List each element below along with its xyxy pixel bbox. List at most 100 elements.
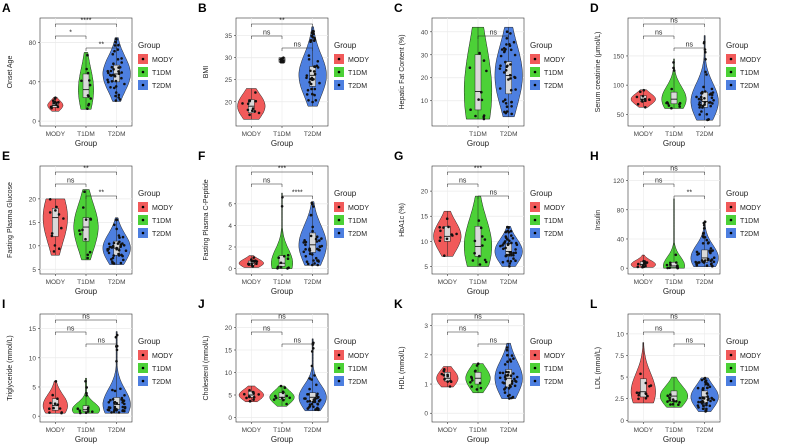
- data-point: [119, 244, 122, 248]
- data-point: [320, 237, 323, 240]
- data-point: [509, 253, 513, 257]
- data-point: [667, 104, 671, 107]
- data-point: [310, 378, 313, 381]
- y-axis-label: Cholesterol (mmol/L): [203, 336, 210, 401]
- data-point: [470, 375, 473, 379]
- data-point: [280, 396, 284, 400]
- data-point: [114, 40, 117, 44]
- data-point: [316, 60, 320, 63]
- data-point: [302, 241, 306, 244]
- data-point: [504, 60, 507, 64]
- data-point: [88, 83, 92, 87]
- data-point: [503, 240, 507, 243]
- data-point: [505, 348, 509, 352]
- significance-label: ns: [294, 42, 302, 49]
- data-point: [106, 78, 109, 82]
- y-tick-label: 3: [424, 323, 428, 330]
- data-point: [677, 403, 680, 407]
- y-axis-label: Fasting Plasma Glucose: [7, 182, 14, 258]
- data-point: [668, 266, 671, 270]
- data-point: [440, 372, 444, 376]
- data-point: [643, 97, 647, 101]
- data-point: [116, 58, 120, 61]
- data-point: [475, 364, 479, 367]
- data-point: [672, 61, 675, 64]
- data-point: [48, 407, 51, 411]
- data-point: [698, 396, 702, 400]
- legend-dot: [337, 353, 341, 357]
- legend-label: T2DM: [348, 231, 367, 238]
- data-point: [442, 226, 445, 229]
- significance-label: ns: [490, 338, 498, 345]
- legend-dot: [337, 70, 341, 74]
- significance-label: ns: [459, 178, 467, 185]
- data-point: [86, 253, 90, 257]
- panel-letter: H: [590, 149, 599, 163]
- data-point: [314, 99, 318, 102]
- data-point: [250, 260, 254, 263]
- data-point: [510, 100, 513, 104]
- data-point: [701, 104, 705, 108]
- data-point: [285, 402, 288, 406]
- data-point: [254, 99, 258, 103]
- data-point: [248, 100, 251, 103]
- data-point: [109, 398, 112, 402]
- data-point: [709, 101, 712, 104]
- data-point: [499, 244, 502, 248]
- data-point: [304, 243, 307, 247]
- x-axis-label: Group: [271, 139, 294, 148]
- data-point: [678, 103, 681, 106]
- data-point: [315, 383, 318, 387]
- data-point: [252, 392, 255, 395]
- data-point: [309, 213, 313, 217]
- data-point: [509, 229, 513, 233]
- data-point: [88, 250, 92, 254]
- legend-label: MODY: [348, 205, 369, 212]
- significance-bracket: [477, 343, 509, 347]
- data-point: [115, 218, 119, 221]
- panel-c: C 10 20 30 40 T1DM T2DM ns Group Hepatic Fat Cont…: [394, 1, 565, 148]
- significance-bracket: [643, 171, 705, 175]
- data-point: [709, 259, 713, 263]
- legend-title: Group: [138, 337, 161, 346]
- legend-title: Group: [334, 189, 357, 198]
- data-point: [279, 384, 283, 388]
- data-point: [251, 107, 255, 110]
- data-point: [705, 238, 709, 242]
- legend-dot: [337, 57, 341, 61]
- data-point: [509, 385, 512, 389]
- data-point: [514, 251, 517, 254]
- data-point: [253, 110, 257, 113]
- data-point: [111, 52, 115, 56]
- data-point: [252, 398, 255, 401]
- data-point: [53, 244, 57, 247]
- legend-dot: [141, 353, 145, 357]
- significance-label: **: [99, 42, 105, 49]
- data-point: [309, 40, 312, 43]
- legend-dot: [337, 231, 341, 235]
- data-point: [309, 234, 313, 238]
- data-point: [318, 245, 322, 248]
- x-tick-label: T1DM: [77, 427, 95, 434]
- data-point: [646, 394, 649, 398]
- x-tick-label: MODY: [46, 131, 66, 138]
- data-point: [501, 371, 505, 375]
- data-point: [311, 253, 314, 256]
- data-point: [79, 411, 82, 415]
- data-point: [501, 260, 505, 264]
- significance-bracket: [85, 343, 117, 347]
- x-tick-label: T1DM: [469, 427, 487, 434]
- data-point: [110, 65, 114, 69]
- data-point: [86, 71, 90, 75]
- data-point: [85, 394, 88, 397]
- y-tick-label: 40: [421, 29, 429, 36]
- data-point: [504, 102, 508, 105]
- data-point: [638, 391, 641, 395]
- data-point: [699, 95, 703, 99]
- data-point: [57, 247, 61, 250]
- significance-label: ns: [263, 30, 271, 37]
- data-point: [254, 91, 257, 94]
- panel-g: G 5 10 15 20 MODY T1DM T2DM ns *** ns Group HbA1c (%…: [394, 149, 565, 296]
- data-point: [639, 90, 642, 94]
